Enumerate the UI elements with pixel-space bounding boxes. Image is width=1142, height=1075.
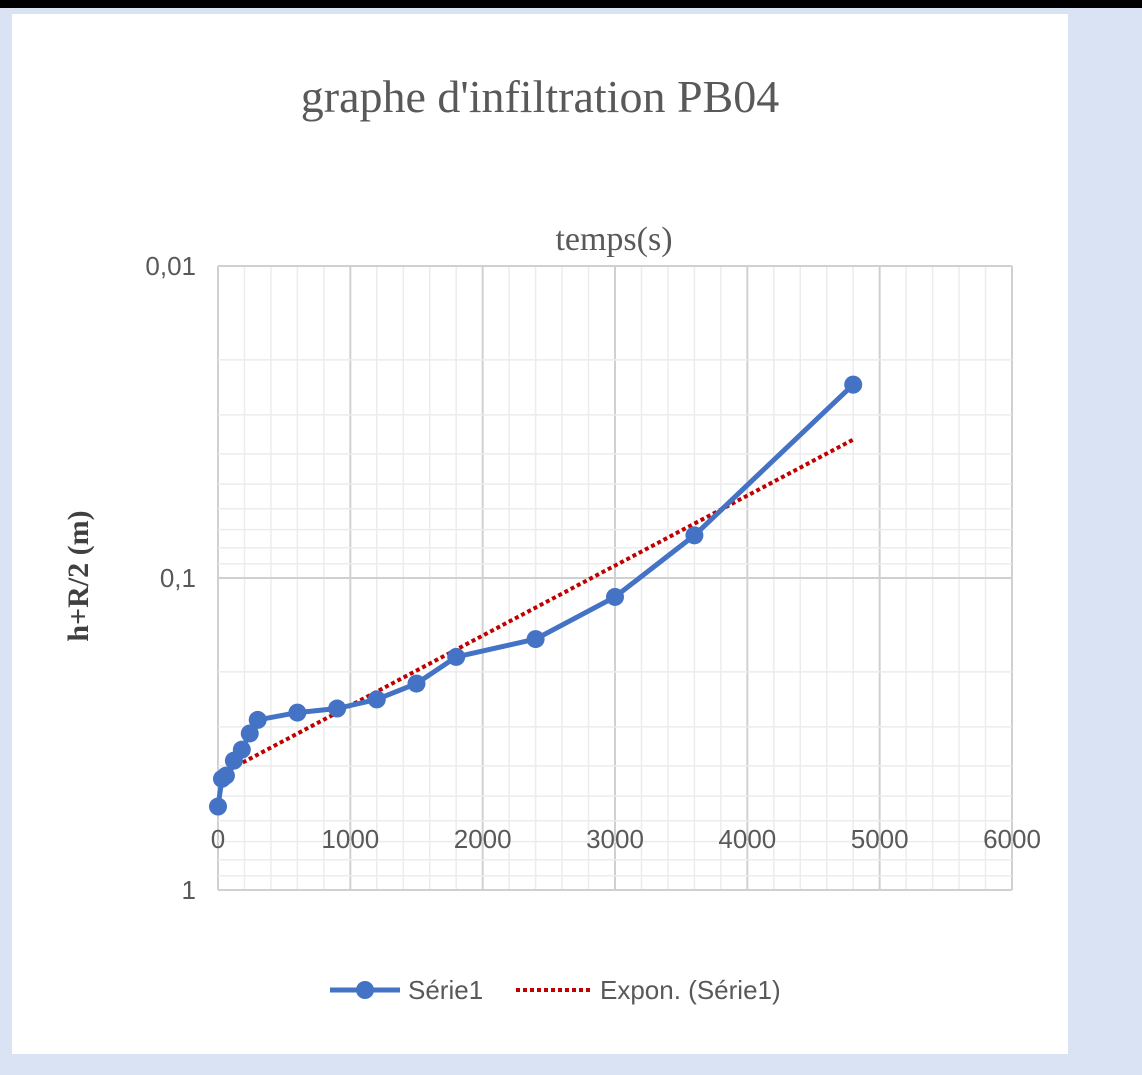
data-point [209, 797, 227, 816]
x-tick-label: 3000 [586, 824, 644, 854]
y-axis-title: h+R/2 (m) [62, 510, 95, 641]
data-point [248, 710, 267, 729]
data-point [844, 375, 863, 394]
data-point [606, 587, 624, 606]
x-axis-title: temps(s) [555, 221, 672, 258]
data-point [685, 526, 704, 545]
y-tick-label: 0,1 [160, 563, 196, 593]
data-point [526, 630, 545, 649]
grid [217, 265, 1013, 891]
data-point [288, 703, 307, 722]
data-point [232, 740, 251, 759]
x-tick-label: 6000 [983, 824, 1041, 854]
trendline-path [217, 437, 855, 778]
chart-card [12, 14, 1068, 1054]
x-tick-label: 1000 [321, 824, 379, 854]
y-tick-label: 1 [182, 875, 196, 905]
tick-labels: 0 1000 2000 3000 4000 5000 6000 0,01 0,1 1 [145, 251, 1041, 905]
data-point [407, 674, 426, 693]
data-point [216, 766, 235, 785]
data-point [367, 690, 386, 709]
x-tick-label: 5000 [851, 824, 909, 854]
series-serie1 [209, 375, 863, 816]
legend-serie1-marker [356, 981, 374, 999]
legend: Série1 Expon. (Série1) [330, 975, 781, 1005]
x-tick-label: 4000 [718, 824, 776, 854]
data-point [328, 699, 347, 718]
trendline [217, 437, 855, 778]
y-tick-label: 0,01 [145, 251, 196, 281]
legend-trendline-label: Expon. (Série1) [600, 975, 781, 1005]
chart-title: graphe d'infiltration PB04 [301, 71, 779, 122]
top-border [0, 0, 1142, 8]
x-tick-label: 0 [211, 824, 225, 854]
data-point [240, 724, 259, 743]
data-point [447, 647, 466, 666]
legend-serie1-label: Série1 [408, 975, 483, 1005]
x-tick-label: 2000 [454, 824, 512, 854]
